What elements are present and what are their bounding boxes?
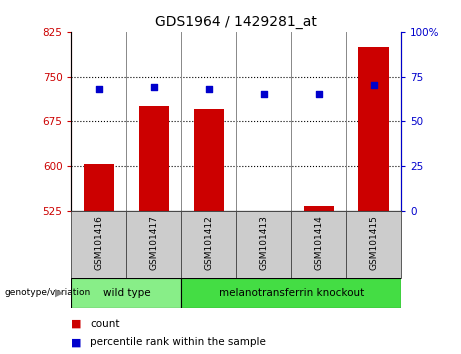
- Bar: [139, 106, 169, 211]
- Text: GSM101412: GSM101412: [204, 216, 213, 270]
- Bar: [346, 211, 401, 278]
- Text: wild type: wild type: [103, 288, 150, 298]
- Point: [205, 86, 213, 92]
- Bar: [291, 211, 346, 278]
- Bar: [303, 206, 334, 211]
- Text: GSM101416: GSM101416: [95, 216, 103, 270]
- Point: [315, 92, 322, 97]
- Bar: [126, 211, 181, 278]
- Text: ■: ■: [71, 337, 82, 348]
- Text: GSM101413: GSM101413: [259, 216, 268, 270]
- Text: melanotransferrin knockout: melanotransferrin knockout: [219, 288, 364, 298]
- Bar: [71, 278, 181, 308]
- Point: [260, 92, 267, 97]
- Bar: [181, 278, 401, 308]
- Title: GDS1964 / 1429281_at: GDS1964 / 1429281_at: [155, 16, 317, 29]
- Text: percentile rank within the sample: percentile rank within the sample: [90, 337, 266, 348]
- Point: [150, 85, 158, 90]
- Bar: [194, 109, 224, 211]
- Text: ■: ■: [71, 319, 82, 329]
- Text: ▶: ▶: [55, 288, 63, 298]
- Point: [95, 86, 103, 92]
- Point: [370, 83, 377, 88]
- Text: GSM101417: GSM101417: [149, 216, 159, 270]
- Text: genotype/variation: genotype/variation: [5, 289, 91, 297]
- Bar: [359, 47, 389, 211]
- Bar: [71, 211, 126, 278]
- Text: count: count: [90, 319, 119, 329]
- Bar: [236, 211, 291, 278]
- Text: GSM101415: GSM101415: [369, 216, 378, 270]
- Bar: [84, 164, 114, 211]
- Text: GSM101414: GSM101414: [314, 216, 323, 270]
- Bar: [181, 211, 236, 278]
